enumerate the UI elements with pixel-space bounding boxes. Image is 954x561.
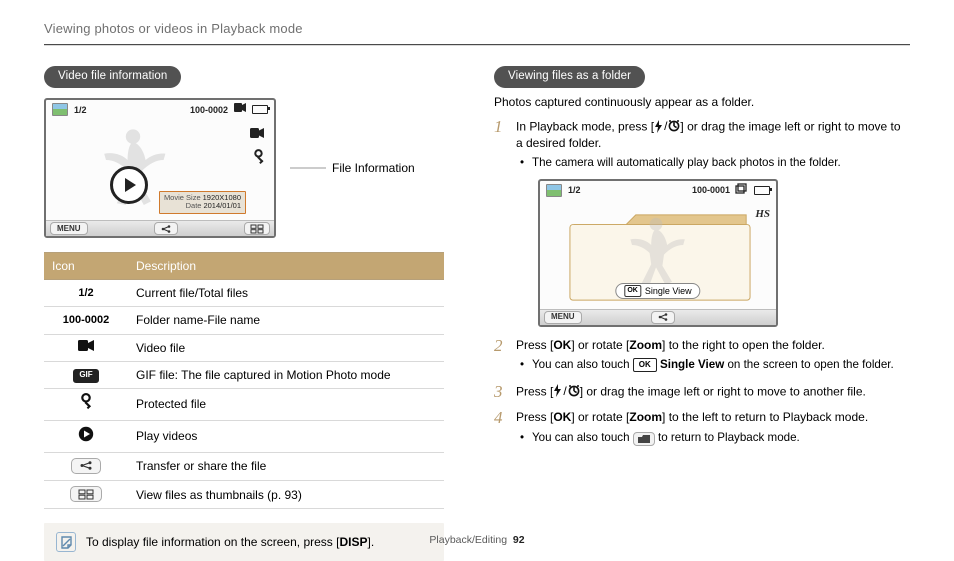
battery-icon — [754, 186, 770, 195]
page-rule — [44, 44, 910, 46]
folder-file-name: 100-0001 — [692, 184, 730, 196]
table-row: Play videos — [44, 420, 444, 452]
share-softkey[interactable] — [154, 222, 178, 235]
video-badge-icon — [250, 126, 264, 142]
file-information-caption: File Information — [332, 160, 415, 176]
file-counter: 1/2 — [568, 184, 581, 196]
battery-icon — [252, 105, 268, 114]
menu-softkey[interactable]: MENU — [544, 311, 582, 324]
video-icon — [78, 340, 94, 351]
thumbnails-icon — [70, 486, 102, 502]
section-pill-video-file-info: Video file information — [44, 66, 181, 89]
protected-icon — [75, 391, 98, 414]
video-icon — [234, 103, 246, 117]
step-2: Press [OK] or rotate [Zoom] to the right… — [494, 337, 910, 373]
single-view-button[interactable]: OK Single View — [615, 283, 700, 299]
dancer-silhouette — [616, 213, 696, 293]
table-row: Transfer or share the file — [44, 452, 444, 480]
table-row: Video file — [44, 334, 444, 361]
thumbs-softkey[interactable] — [244, 222, 270, 235]
file-info-box: Movie Size1920X1080 Date2014/01/01 — [159, 191, 246, 214]
callout-line — [290, 165, 326, 171]
step-4: Press [OK] or rotate [Zoom] to the left … — [494, 409, 910, 445]
ok-chip-icon: OK — [633, 358, 657, 372]
table-row: View files as thumbnails (p. 93) — [44, 481, 444, 509]
file-counter: 1/2 — [74, 104, 87, 116]
table-row: 1/2 Current file/Total files — [44, 280, 444, 307]
step-3: Press [ / ] or drag the image left or ri… — [494, 383, 910, 400]
step-1-sub: The camera will automatically play back … — [520, 155, 910, 171]
burst-icon — [736, 184, 748, 196]
folder-file-name: 100-0002 — [190, 104, 228, 116]
gif-icon: GIF — [73, 369, 99, 383]
thumbnail-icon — [52, 103, 68, 116]
lcd-video-info: 1/2 100-0002 — [44, 98, 276, 238]
th-desc: Description — [128, 253, 444, 280]
icon-description-table: Icon Description 1/2 Current file/Total … — [44, 252, 444, 509]
folder-intro: Photos captured continuously appear as a… — [494, 94, 910, 110]
page-title: Viewing photos or videos in Playback mod… — [44, 20, 910, 38]
step-2-sub: You can also touch OK Single View on the… — [520, 357, 910, 373]
protected-icon — [246, 148, 269, 171]
th-icon: Icon — [44, 253, 128, 280]
folder-chip-icon — [633, 432, 655, 446]
table-row: Protected file — [44, 389, 444, 421]
share-icon — [71, 458, 101, 474]
play-icon — [78, 426, 94, 442]
page-footer: Playback/Editing 92 — [0, 533, 954, 547]
play-button[interactable] — [110, 166, 148, 204]
lcd-folder-view: 1/2 100-0001 HS — [538, 179, 778, 327]
share-softkey[interactable] — [651, 311, 675, 324]
section-pill-viewing-folder: Viewing files as a folder — [494, 66, 645, 89]
step-4-sub: You can also touch to return to Playback… — [520, 430, 910, 446]
table-row: 100-0002 Folder name-File name — [44, 307, 444, 334]
menu-softkey[interactable]: MENU — [50, 222, 88, 235]
step-1: In Playback mode, press [ / ] or drag th… — [494, 118, 910, 327]
table-row: GIF GIF file: The file captured in Motio… — [44, 361, 444, 388]
flash-timer-icon: / — [654, 118, 680, 134]
flash-timer-icon: / — [553, 383, 579, 399]
thumbnail-icon — [546, 184, 562, 197]
